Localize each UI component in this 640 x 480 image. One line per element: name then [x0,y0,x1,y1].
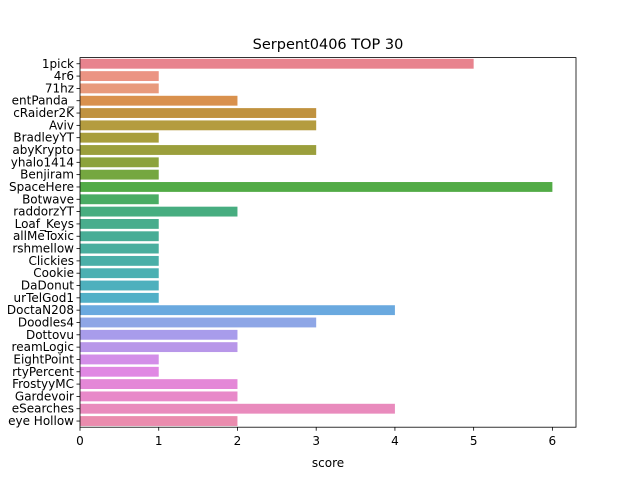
bar [80,108,317,118]
bar [80,169,159,180]
y-tick-label: BradleyYT [13,131,74,145]
bar [80,292,159,303]
y-tick-label: allMeToxic [13,229,74,243]
bar [80,317,317,328]
bar [80,403,395,414]
y-tick-label: Gardevoir [15,389,74,403]
bar [80,305,395,316]
y-tick-label: DaDonut [21,279,74,293]
x-tick-label: 6 [549,434,557,448]
bar [80,83,159,94]
x-tick-label: 5 [470,434,478,448]
y-tick-label: urTelGod1 [14,291,74,305]
x-tick-label: 1 [155,434,163,448]
bar [80,268,159,279]
bar [80,218,159,229]
chart-title: Serpent0406 TOP 30 [253,37,404,53]
x-axis-label: score [312,456,344,470]
bars-group [80,58,553,426]
bar [80,145,317,155]
x-tick-label: 2 [234,434,242,448]
bar [80,132,159,143]
x-ticks: 0 1 2 3 4 5 6 [76,427,556,448]
y-tick-label: Loaf_Keys [15,217,74,231]
y-tick-label: abyKrypto [12,143,74,157]
bar [80,255,159,266]
y-tick-label: SpaceHere [9,180,74,194]
x-tick-label: 0 [76,434,84,448]
bar [80,354,159,365]
y-tick-label: eSearches [12,402,74,416]
x-tick-label: 4 [391,434,399,448]
y-tick-label: rtyPercent [12,365,74,379]
y-tick-label: entPanda_ [12,94,75,108]
y-tick-label: 71hz [45,81,74,95]
y-tick-label: Aviv [49,118,74,132]
bar [80,366,159,377]
bar [80,243,159,254]
y-tick-label: reamLogic [12,340,74,354]
bar [80,71,159,82]
y-tick-label: yhalo1414 [11,155,74,169]
y-tick-label: Benjiram [20,168,74,182]
bar [80,329,238,340]
bar [80,182,553,192]
y-tick-label: EightPoint [13,352,74,366]
bar [80,120,317,131]
bar [80,194,159,205]
bar [80,342,238,353]
bar [80,416,238,426]
y-tick-label: FrostyyMC [12,377,74,391]
bar [80,391,238,402]
y-tick-label: Dottovu [26,328,74,342]
y-tick-label: 1pick [42,57,74,71]
x-tick-label: 3 [312,434,320,448]
y-tick-label: DoctaN208 [7,303,74,317]
bar [80,157,159,168]
y-tick-label: Botwave [22,192,74,206]
y-tick-label: Clickies [28,254,74,268]
y-tick-label: rshmellow [12,242,74,256]
bar [80,231,159,242]
y-tick-label: 4r6 [54,69,74,83]
y-tick-label: raddorzYT [13,205,74,219]
bar [80,206,238,217]
bar [80,95,238,106]
y-tick-label: eye Hollow [8,414,74,428]
y-tick-label: Doodles4 [18,315,74,329]
bar [80,379,238,390]
y-tick-label: Cookie [33,266,74,280]
bar [80,280,159,291]
y-tick-label: cRaider2K [13,106,75,120]
bar [80,58,474,69]
plot-frame [79,57,577,428]
y-tick-labels: 1pick4r671hzentPanda_cRaider2KAvivBradle… [7,57,80,428]
